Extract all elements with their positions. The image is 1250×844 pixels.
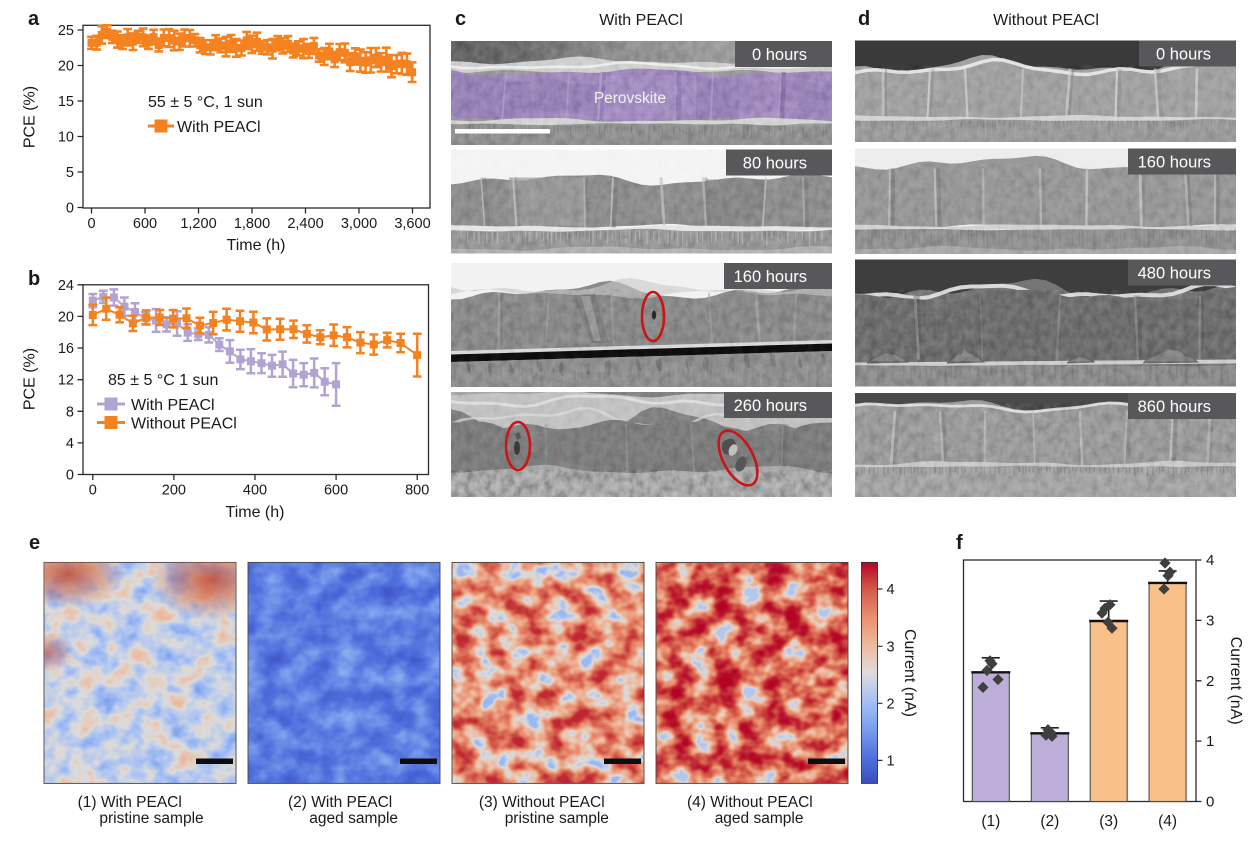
svg-text:600: 600 — [133, 216, 157, 232]
svg-text:Current (nA): Current (nA) — [1227, 637, 1244, 725]
svg-text:3: 3 — [1206, 612, 1214, 629]
svg-text:16: 16 — [58, 341, 74, 357]
svg-text:PCE (%): PCE (%) — [22, 86, 39, 148]
svg-text:0: 0 — [1206, 794, 1214, 811]
svg-text:260 hours: 260 hours — [734, 397, 807, 415]
svg-text:80 hours: 80 hours — [743, 155, 807, 173]
svg-text:Time (h): Time (h) — [227, 237, 286, 254]
svg-text:(1) With PEACl: (1) With PEACl — [78, 794, 182, 811]
svg-text:860 hours: 860 hours — [1138, 398, 1211, 416]
svg-text:15: 15 — [58, 94, 74, 110]
svg-text:20: 20 — [58, 309, 74, 325]
svg-text:a: a — [28, 8, 40, 30]
svg-text:1,800: 1,800 — [234, 216, 270, 232]
svg-text:0: 0 — [66, 468, 74, 484]
svg-text:20: 20 — [58, 59, 74, 75]
svg-text:3: 3 — [887, 639, 895, 655]
svg-text:3,600: 3,600 — [394, 216, 430, 232]
svg-text:8: 8 — [66, 404, 74, 420]
svg-text:0: 0 — [87, 216, 95, 232]
svg-text:4: 4 — [887, 582, 895, 598]
svg-text:aged sample: aged sample — [309, 810, 398, 827]
svg-text:2: 2 — [887, 696, 895, 712]
svg-text:pristine sample: pristine sample — [505, 810, 609, 827]
svg-text:Time (h): Time (h) — [226, 504, 285, 521]
svg-text:0 hours: 0 hours — [752, 46, 807, 64]
svg-text:d: d — [858, 8, 870, 30]
svg-text:Current (nA): Current (nA) — [901, 629, 918, 717]
svg-text:1: 1 — [1206, 733, 1214, 750]
svg-text:0: 0 — [66, 201, 74, 217]
svg-text:With PEACl: With PEACl — [177, 119, 261, 136]
svg-text:b: b — [28, 268, 40, 290]
svg-text:2,400: 2,400 — [287, 216, 323, 232]
svg-text:Without PEACl: Without PEACl — [131, 416, 237, 433]
svg-text:0: 0 — [89, 483, 97, 499]
svg-text:480 hours: 480 hours — [1138, 265, 1211, 283]
svg-text:Perovskite: Perovskite — [594, 90, 666, 107]
svg-text:0 hours: 0 hours — [1156, 46, 1211, 64]
svg-text:24: 24 — [58, 278, 74, 294]
svg-text:12: 12 — [58, 373, 74, 389]
svg-text:400: 400 — [243, 483, 267, 499]
svg-text:f: f — [956, 532, 963, 554]
svg-text:(2): (2) — [1040, 813, 1059, 830]
svg-text:With PEACl: With PEACl — [131, 397, 215, 414]
svg-text:800: 800 — [405, 483, 429, 499]
svg-text:pristine sample: pristine sample — [99, 810, 203, 827]
svg-text:10: 10 — [58, 130, 74, 146]
svg-text:600: 600 — [324, 483, 348, 499]
svg-text:With PEACl: With PEACl — [599, 12, 683, 29]
svg-text:(3): (3) — [1099, 813, 1118, 830]
svg-text:2: 2 — [1206, 673, 1214, 690]
svg-text:3,000: 3,000 — [341, 216, 377, 232]
svg-text:55 ± 5 °C, 1 sun: 55 ± 5 °C, 1 sun — [148, 94, 263, 111]
svg-text:(4): (4) — [1158, 813, 1177, 830]
svg-text:(1): (1) — [981, 813, 1000, 830]
svg-text:200: 200 — [162, 483, 186, 499]
svg-text:160 hours: 160 hours — [1138, 154, 1211, 172]
svg-text:160 hours: 160 hours — [734, 268, 807, 286]
svg-text:1,200: 1,200 — [180, 216, 216, 232]
svg-text:85 ± 5 °C 1 sun: 85 ± 5 °C 1 sun — [108, 372, 218, 389]
svg-text:25: 25 — [58, 23, 74, 39]
svg-text:4: 4 — [1206, 552, 1214, 569]
svg-text:e: e — [29, 532, 40, 554]
svg-text:5: 5 — [66, 165, 74, 181]
svg-text:1: 1 — [887, 753, 895, 769]
svg-text:(3) Without PEACl: (3) Without PEACl — [479, 794, 605, 811]
svg-text:4: 4 — [66, 436, 74, 452]
svg-text:Without PEACl: Without PEACl — [993, 12, 1099, 29]
svg-text:(4) Without PEACl: (4) Without PEACl — [687, 794, 813, 811]
svg-text:c: c — [455, 8, 466, 30]
svg-text:(2) With PEACl: (2) With PEACl — [288, 794, 392, 811]
svg-text:PCE (%): PCE (%) — [22, 348, 39, 410]
svg-text:aged sample: aged sample — [715, 810, 804, 827]
